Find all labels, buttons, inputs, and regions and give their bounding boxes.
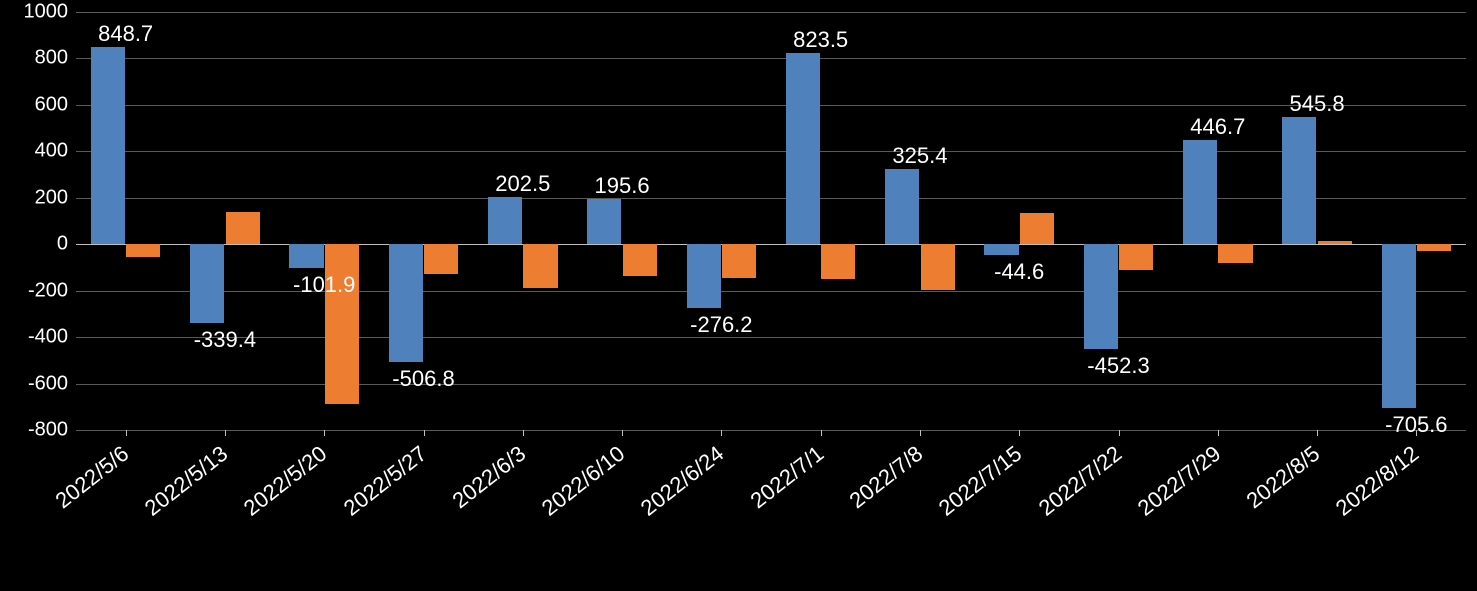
y-tick-label: 0	[57, 233, 68, 256]
bar-series1	[488, 197, 522, 244]
x-tick	[721, 430, 722, 436]
gridline	[76, 337, 1466, 338]
x-category-label: 2022/6/24	[556, 441, 730, 585]
data-label: -506.8	[392, 366, 454, 392]
x-tick	[1317, 430, 1318, 436]
y-tick-label: -400	[28, 326, 68, 349]
x-category-label: 2022/7/8	[754, 441, 928, 585]
plot-area	[76, 12, 1466, 430]
x-category-label: 2022/7/15	[854, 441, 1028, 585]
data-label: 325.4	[892, 143, 947, 169]
x-tick	[821, 430, 822, 436]
gridline	[76, 384, 1466, 385]
x-tick	[1019, 430, 1020, 436]
bar-series2	[325, 244, 359, 404]
data-label: -452.3	[1087, 353, 1149, 379]
x-tick	[424, 430, 425, 436]
x-tick	[1119, 430, 1120, 436]
bar-series2	[126, 244, 160, 257]
x-tick	[622, 430, 623, 436]
data-label: 823.5	[793, 27, 848, 53]
data-label: -101.9	[293, 272, 355, 298]
gridline	[76, 105, 1466, 106]
data-label: -339.4	[194, 327, 256, 353]
y-tick-label: -200	[28, 279, 68, 302]
bar-series1	[687, 244, 721, 308]
bar-series1	[885, 169, 919, 245]
x-category-label: 2022/5/13	[59, 441, 233, 585]
bar-series2	[424, 244, 458, 274]
bar-series1	[190, 244, 224, 323]
bar-series2	[1119, 244, 1153, 270]
gridline	[76, 291, 1466, 292]
bar-series1	[289, 244, 323, 268]
x-tick	[1416, 430, 1417, 436]
x-category-label: 2022/7/1	[655, 441, 829, 585]
data-label: 545.8	[1290, 91, 1345, 117]
x-tick	[523, 430, 524, 436]
x-category-label: 2022/5/27	[258, 441, 432, 585]
x-category-label: 2022/5/20	[159, 441, 333, 585]
x-category-label: 2022/8/5	[1151, 441, 1325, 585]
y-tick-label: 400	[35, 140, 68, 163]
x-category-label: 2022/7/22	[953, 441, 1127, 585]
bar-series1	[1382, 244, 1416, 408]
bar-series1	[1282, 117, 1316, 244]
bar-series2	[1020, 213, 1054, 244]
bar-series1	[1084, 244, 1118, 349]
x-tick	[1218, 430, 1219, 436]
bar-series2	[226, 212, 260, 245]
bar-series2	[1417, 244, 1451, 251]
bar-series2	[623, 244, 657, 275]
bar-series1	[786, 53, 820, 244]
data-label: 195.6	[595, 173, 650, 199]
bar-series2	[523, 244, 557, 288]
bar-series2	[821, 244, 855, 279]
gridline	[76, 151, 1466, 152]
data-label: -276.2	[690, 312, 752, 338]
y-tick-label: -600	[28, 372, 68, 395]
y-tick-label: 200	[35, 186, 68, 209]
gridline	[76, 198, 1466, 199]
gridline	[76, 12, 1466, 13]
data-label: -44.6	[994, 259, 1044, 285]
x-tick	[324, 430, 325, 436]
bar-series2	[1318, 241, 1352, 244]
bar-series2	[921, 244, 955, 289]
y-tick-label: 800	[35, 47, 68, 70]
gridline	[76, 430, 1466, 431]
bar-series2	[1218, 244, 1252, 263]
y-tick-label: 1000	[24, 1, 69, 24]
bar-series2	[722, 244, 756, 278]
x-category-label: 2022/8/12	[1251, 441, 1425, 585]
data-label: 446.7	[1190, 114, 1245, 140]
x-category-label: 2022/6/10	[456, 441, 630, 585]
y-tick-label: 600	[35, 93, 68, 116]
x-tick	[920, 430, 921, 436]
data-label: 202.5	[495, 171, 550, 197]
x-tick	[126, 430, 127, 436]
bar-series1	[587, 199, 621, 244]
data-label: 848.7	[98, 21, 153, 47]
bar-series1	[984, 244, 1018, 254]
x-tick	[225, 430, 226, 436]
y-tick-label: -800	[28, 419, 68, 442]
bar-series1	[389, 244, 423, 362]
x-category-label: 2022/7/29	[1052, 441, 1226, 585]
bar-series1	[1183, 140, 1217, 244]
x-category-label: 2022/6/3	[357, 441, 531, 585]
x-axis-line	[76, 244, 1466, 245]
gridline	[76, 58, 1466, 59]
bar-series1	[91, 47, 125, 244]
grouped-bar-chart: -800 -600 -400 -200 0 200 400 600 800 1000 848.7 -3…	[0, 0, 1477, 591]
